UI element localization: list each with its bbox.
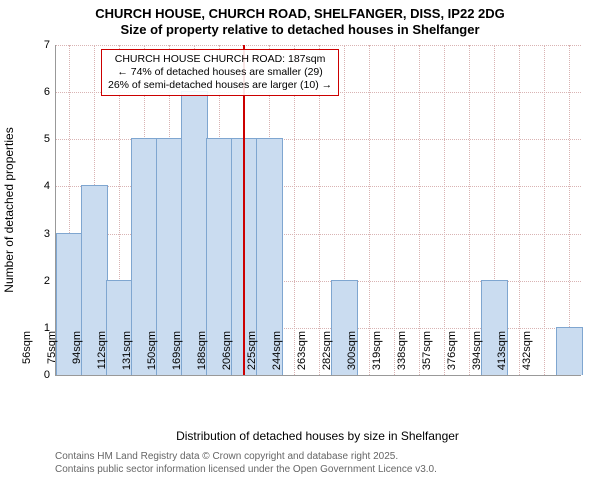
x-tick-label: 282sqm xyxy=(321,331,333,381)
x-tick-label: 432sqm xyxy=(521,331,533,381)
x-tick-label: 94sqm xyxy=(71,331,83,381)
gridline-v xyxy=(519,45,520,375)
x-tick-label: 131sqm xyxy=(121,331,133,381)
plot-area: 0123456756sqm75sqm94sqm112sqm131sqm150sq… xyxy=(55,45,581,376)
x-tick-label: 394sqm xyxy=(471,331,483,381)
x-axis-label: Distribution of detached houses by size … xyxy=(55,429,580,443)
annotation-line: ← 74% of detached houses are smaller (29… xyxy=(108,66,332,79)
x-tick-label: 263sqm xyxy=(296,331,308,381)
histogram-bar xyxy=(556,327,583,375)
x-tick-label: 206sqm xyxy=(221,331,233,381)
gridline-v xyxy=(394,45,395,375)
gridline-v xyxy=(469,45,470,375)
gridline-v xyxy=(419,45,420,375)
attribution-line2: Contains public sector information licen… xyxy=(55,464,437,477)
y-tick-label: 5 xyxy=(44,133,56,145)
chart-container: CHURCH HOUSE, CHURCH ROAD, SHELFANGER, D… xyxy=(0,0,600,500)
gridline-v xyxy=(444,45,445,375)
attribution-block: Contains HM Land Registry data © Crown c… xyxy=(55,451,437,476)
x-tick-label: 300sqm xyxy=(346,331,358,381)
x-tick-label: 75sqm xyxy=(46,331,58,381)
y-tick-label: 2 xyxy=(44,275,56,287)
y-tick-label: 3 xyxy=(44,228,56,240)
annotation-box: CHURCH HOUSE CHURCH ROAD: 187sqm← 74% of… xyxy=(101,49,339,96)
y-tick-label: 6 xyxy=(44,86,56,98)
x-tick-label: 357sqm xyxy=(421,331,433,381)
x-tick-label: 169sqm xyxy=(171,331,183,381)
attribution-line1: Contains HM Land Registry data © Crown c… xyxy=(55,451,437,464)
x-tick-label: 376sqm xyxy=(446,331,458,381)
y-axis-label: Number of detached properties xyxy=(2,127,16,292)
x-tick-label: 338sqm xyxy=(396,331,408,381)
x-tick-label: 188sqm xyxy=(196,331,208,381)
x-tick-label: 225sqm xyxy=(246,331,258,381)
x-tick-label: 244sqm xyxy=(271,331,283,381)
x-tick-label: 319sqm xyxy=(371,331,383,381)
gridline-v xyxy=(569,45,570,375)
gridline-v xyxy=(544,45,545,375)
x-tick-label: 112sqm xyxy=(96,331,108,381)
gridline-v xyxy=(369,45,370,375)
chart-title-line2: Size of property relative to detached ho… xyxy=(0,22,600,38)
y-tick-label: 4 xyxy=(44,180,56,192)
annotation-line: 26% of semi-detached houses are larger (… xyxy=(108,79,332,92)
chart-title-block: CHURCH HOUSE, CHURCH ROAD, SHELFANGER, D… xyxy=(0,0,600,37)
x-tick-label: 56sqm xyxy=(21,331,33,381)
y-tick-label: 7 xyxy=(44,39,56,51)
x-tick-label: 150sqm xyxy=(146,331,158,381)
chart-title-line1: CHURCH HOUSE, CHURCH ROAD, SHELFANGER, D… xyxy=(0,6,600,22)
x-tick-label: 413sqm xyxy=(496,331,508,381)
annotation-line: CHURCH HOUSE CHURCH ROAD: 187sqm xyxy=(108,53,332,66)
